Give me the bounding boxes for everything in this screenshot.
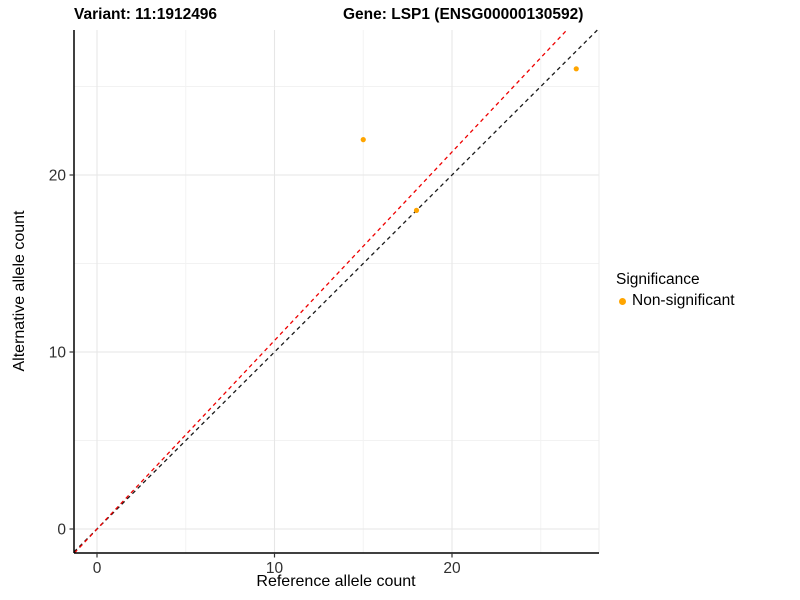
axis-lines: [73, 30, 599, 554]
y-tick-label: 20: [49, 168, 67, 185]
x-tick-label: 20: [443, 560, 461, 577]
data-point: [413, 207, 420, 213]
data-point: [573, 66, 579, 72]
tick-labels: 0 10 20 0 10 20: [49, 168, 461, 578]
y-tick-label: 0: [57, 522, 66, 539]
gene-title: Gene: LSP1 (ENSG00000130592): [343, 6, 584, 23]
axis-ticks: [69, 174, 453, 558]
data-point: [360, 137, 366, 143]
x-tick-label: 10: [266, 560, 284, 577]
x-axis-title: Reference allele count: [256, 573, 416, 590]
legend-item-label: Non-significant: [632, 292, 735, 309]
minor-gridlines: [74, 30, 599, 553]
legend-item-non-significant: Non-significant: [616, 292, 735, 310]
legend-title: Significance: [616, 271, 700, 288]
data-points: [360, 66, 579, 213]
reference-lines: [73, 29, 598, 554]
x-tick-label: 0: [93, 560, 102, 577]
legend: Significance Non-significant: [616, 271, 735, 310]
y-tick-label: 10: [49, 345, 67, 362]
legend-point-icon: [619, 297, 626, 305]
variant-title: Variant: 11:1912496: [74, 6, 218, 23]
y-axis-title: Alternative allele count: [11, 210, 28, 372]
identity-line: [73, 29, 598, 553]
major-gridlines: [74, 30, 600, 553]
fit-line: [73, 29, 568, 554]
